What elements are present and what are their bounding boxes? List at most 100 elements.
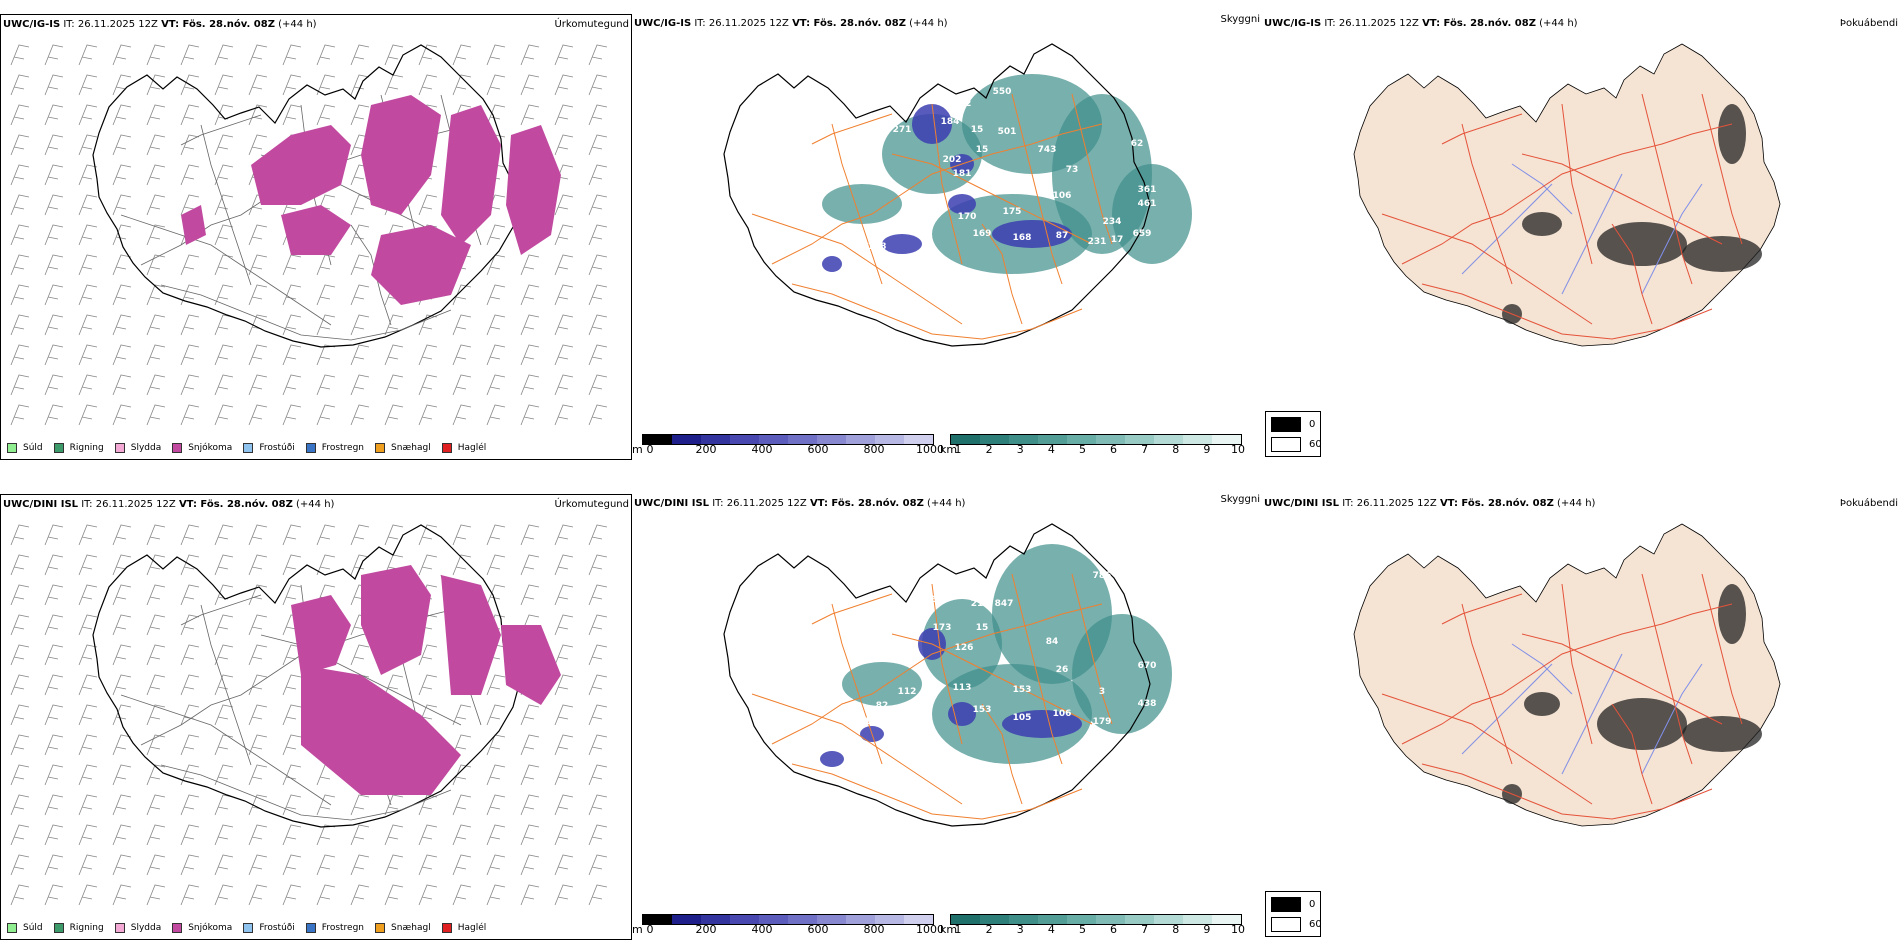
legend-label: Slydda: [130, 923, 162, 933]
precip-type-map: [10, 524, 608, 906]
wind-barb: [554, 854, 574, 876]
wind-barb: [180, 764, 200, 786]
wind-barb: [316, 554, 336, 576]
wind-barb: [180, 854, 200, 876]
panel-title: Skyggni: [1220, 494, 1260, 505]
panel-title: Skyggni: [1220, 14, 1260, 25]
wind-barb: [282, 44, 302, 66]
cloud-base-label: 62: [1131, 139, 1144, 149]
road: [1561, 583, 1593, 745]
wind-barb: [588, 674, 608, 696]
wind-barb: [350, 284, 370, 306]
wind-barb: [248, 674, 268, 696]
wind-barb: [520, 344, 540, 366]
wind-barb: [418, 314, 438, 336]
wind-barb: [350, 524, 370, 546]
cloud-base-label: 118: [868, 242, 887, 252]
wind-barb: [146, 824, 166, 846]
wind-barb: [520, 854, 540, 876]
visibility-map: 362 550 184 15 501 271 15 202 743 181 73 835 106 175 1…: [723, 43, 1192, 347]
wind-barb: [112, 344, 132, 366]
wind-barb: [214, 674, 234, 696]
fog-label-60: 60: [1309, 439, 1322, 450]
wind-barb: [418, 44, 438, 66]
wind-barb: [44, 374, 64, 396]
wind-barb: [10, 794, 30, 816]
wind-barb: [350, 254, 370, 276]
wind-barb: [180, 104, 200, 126]
wind-barb: [78, 734, 98, 756]
wind-barb: [316, 884, 336, 906]
wind-barb: [180, 74, 200, 96]
wind-barb: [44, 614, 64, 636]
wind-barb: [44, 644, 64, 666]
cloud-base-label: 11: [858, 717, 871, 727]
wind-barb: [282, 734, 302, 756]
colorbar-tick: 5: [1078, 443, 1086, 456]
wind-barb: [282, 824, 302, 846]
wind-barb: [10, 344, 30, 366]
road: [1701, 93, 1743, 245]
fog-swatch-60: [1271, 437, 1301, 452]
snow-areas: [291, 565, 561, 795]
field-area: [1112, 164, 1192, 264]
wind-barb: [418, 884, 438, 906]
wind-barb: [384, 374, 404, 396]
run-header: UWC/IG-IS IT: 26.11.2025 12Z VT: Fös. 28…: [634, 18, 948, 29]
run-header: UWC/DINI ISL IT: 26.11.2025 12Z VT: Fös.…: [634, 498, 966, 509]
wind-barb: [588, 404, 608, 426]
wind-barb: [452, 764, 472, 786]
cloud-base-label: 105: [1013, 713, 1032, 723]
wind-barb: [146, 734, 166, 756]
field-area: [1522, 212, 1562, 236]
visibility-panel-bottom: UWC/DINI ISL IT: 26.11.2025 12Z VT: Fös.…: [632, 494, 1262, 940]
wind-barb: [452, 884, 472, 906]
wind-barb: [520, 284, 540, 306]
road: [791, 283, 1083, 340]
wind-barb: [146, 104, 166, 126]
cloud-base-label: 265: [925, 595, 944, 605]
wind-barb: [282, 104, 302, 126]
wind-barb: [588, 284, 608, 306]
wind-barb: [78, 224, 98, 246]
wind-barb: [520, 704, 540, 726]
wind-barb: [10, 554, 30, 576]
wind-barb: [44, 74, 64, 96]
wind-barb: [486, 44, 506, 66]
field-area: [882, 234, 922, 254]
road: [831, 603, 883, 765]
road: [1521, 153, 1723, 245]
wind-barb: [588, 584, 608, 606]
wind-barb: [384, 794, 404, 816]
wind-barb: [486, 254, 506, 276]
wind-barb: [44, 764, 64, 786]
wind-barb: [452, 794, 472, 816]
wind-barb: [112, 704, 132, 726]
legend-item: Snjókoma: [172, 443, 232, 453]
cloud-base-label: 26: [1056, 665, 1069, 675]
colorbar-tick: 3: [1016, 443, 1024, 456]
wind-barb: [112, 74, 132, 96]
colorbar-tick: 3: [1016, 923, 1024, 936]
field-area: [1682, 236, 1762, 272]
wind-barb: [520, 314, 540, 336]
wind-barb: [44, 794, 64, 816]
fog-land: [1353, 523, 1781, 827]
wind-barb: [554, 794, 574, 816]
wind-barb: [78, 764, 98, 786]
wind-barb: [78, 164, 98, 186]
legend-label: Haglél: [457, 923, 487, 933]
wind-barb: [588, 854, 608, 876]
wind-barb: [214, 314, 234, 336]
field-area: [1072, 614, 1172, 734]
wind-barb: [588, 644, 608, 666]
snow-area: [506, 125, 561, 255]
road: [1561, 103, 1593, 265]
wind-barb: [520, 74, 540, 96]
wind-barb: [146, 794, 166, 816]
wind-barb: [146, 554, 166, 576]
snow-area: [371, 225, 471, 305]
cloud-base-label: 3: [1099, 687, 1105, 697]
cloud-base-label: 743: [1038, 145, 1057, 155]
colorbar-cells: [950, 434, 1242, 445]
